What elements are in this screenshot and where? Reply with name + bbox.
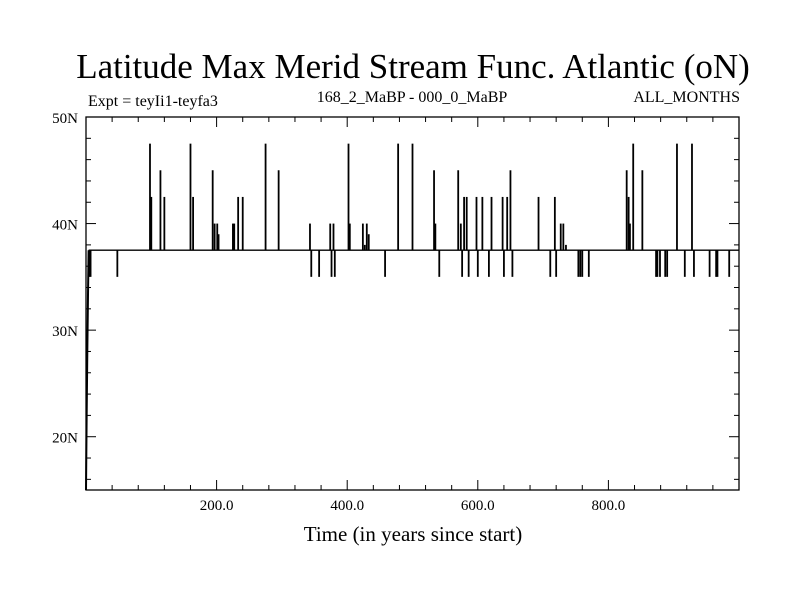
x-tick-label: 400.0 xyxy=(330,498,364,514)
months-label: ALL_MONTHS xyxy=(633,89,740,106)
y-tick-labels: 20N 30N 40N 50N xyxy=(52,111,78,447)
chart-title: Latitude Max Merid Stream Func. Atlantic… xyxy=(76,47,750,86)
y-tick-label: 30N xyxy=(52,324,78,340)
axis-ticks xyxy=(86,117,739,490)
x-tick-labels: 200.0 400.0 600.0 800.0 xyxy=(200,498,626,514)
data-series xyxy=(85,143,739,491)
time-range-label: 168_2_MaBP - 000_0_MaBP xyxy=(317,89,508,106)
y-tick-label: 50N xyxy=(52,111,78,127)
series-initial-rise xyxy=(85,250,90,491)
y-tick-label: 40N xyxy=(52,218,78,234)
x-tick-label: 200.0 xyxy=(200,498,234,514)
plot-area xyxy=(85,116,740,491)
y-tick-label: 20N xyxy=(52,431,78,447)
x-tick-label: 800.0 xyxy=(592,498,626,514)
x-axis-label: Time (in years since start) xyxy=(304,522,523,546)
x-tick-label: 600.0 xyxy=(461,498,495,514)
experiment-label: Expt = teyIi1-teyfa3 xyxy=(88,93,218,110)
